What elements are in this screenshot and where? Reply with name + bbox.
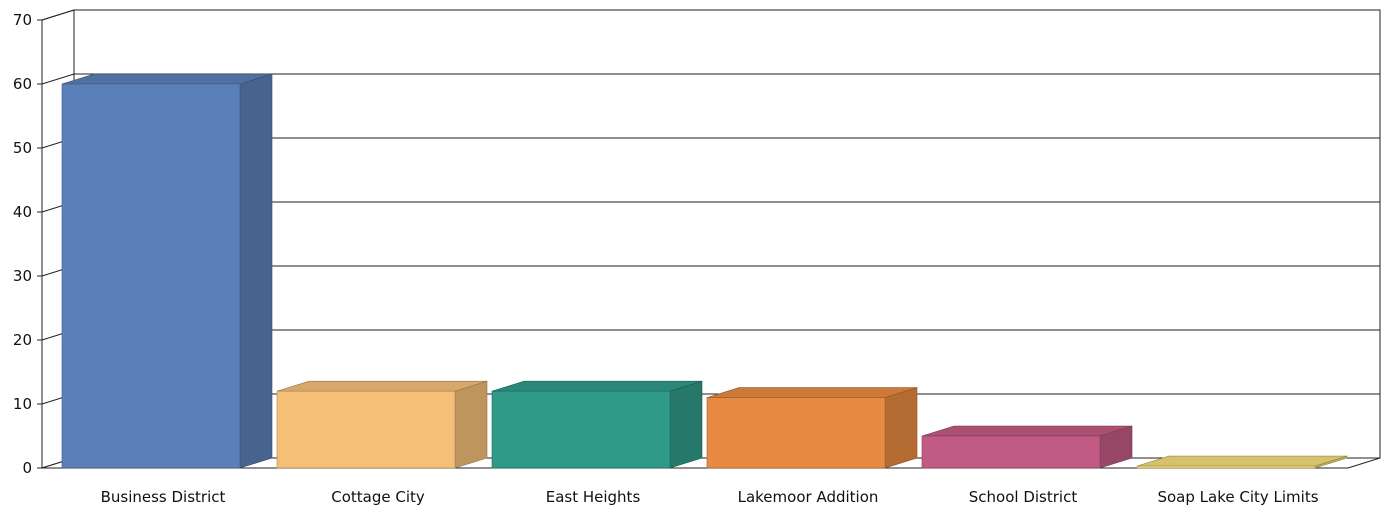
y-axis-ticks: 0 10 20 30 40 50 60 70 xyxy=(13,11,42,477)
bar-side xyxy=(884,387,918,469)
bar xyxy=(491,380,703,469)
bar-top xyxy=(706,387,918,398)
bar-side xyxy=(454,380,488,469)
bar-top xyxy=(921,425,1133,437)
bar xyxy=(276,380,488,469)
y-tick-label: 70 xyxy=(13,11,32,29)
bar-front xyxy=(491,390,671,469)
gridline xyxy=(41,73,1380,85)
bar-top xyxy=(491,380,703,392)
bar-front xyxy=(276,390,456,469)
bar-front xyxy=(1136,465,1316,469)
bar-top xyxy=(276,380,488,392)
bar-front xyxy=(706,397,886,469)
y-tick-label: 40 xyxy=(13,203,32,221)
x-tick-label: School District xyxy=(969,488,1078,506)
y-tick-label: 60 xyxy=(13,75,32,93)
bar-front xyxy=(921,435,1101,469)
bars xyxy=(61,73,1348,469)
bar-front xyxy=(61,83,241,469)
gridline xyxy=(41,9,1380,21)
bar xyxy=(706,387,918,469)
x-tick-label: East Heights xyxy=(546,488,641,506)
bar xyxy=(61,73,273,469)
x-tick-label: Cottage City xyxy=(331,488,425,506)
x-tick-label: Lakemoor Addition xyxy=(738,488,879,506)
y-tick-label: 0 xyxy=(22,459,32,477)
bar-top xyxy=(61,73,273,85)
x-tick-label: Business District xyxy=(101,488,226,506)
x-tick-label: Soap Lake City Limits xyxy=(1157,488,1318,506)
bar-top xyxy=(1136,455,1348,467)
bar-side xyxy=(669,380,703,469)
y-tick-label: 30 xyxy=(13,267,32,285)
y-tick-label: 10 xyxy=(13,395,32,413)
y-tick-label: 50 xyxy=(13,139,32,157)
bar-side xyxy=(239,73,273,469)
y-tick-label: 20 xyxy=(13,331,32,349)
bar xyxy=(921,425,1133,469)
bar xyxy=(1136,455,1348,469)
x-axis-labels: Business District Cottage City East Height… xyxy=(101,488,1319,506)
